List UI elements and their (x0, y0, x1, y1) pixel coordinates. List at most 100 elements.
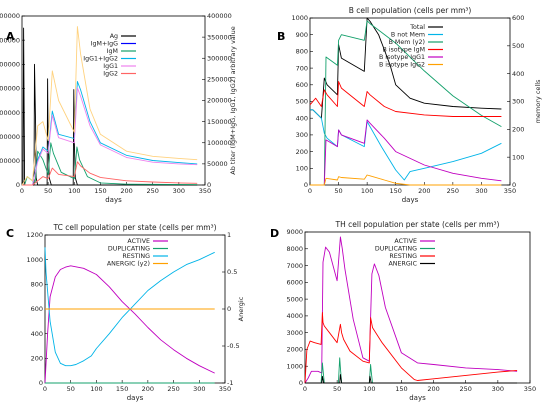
y2-tick-label: 300000 (207, 54, 232, 62)
y-tick-label: 600 (31, 305, 43, 313)
x-tick-label: 50 (333, 385, 341, 393)
panel-a: A050100150200250300350010000020000030000… (0, 12, 237, 204)
legend-label: ANERGIC (388, 261, 417, 268)
legend-label: ACTIVE (127, 238, 150, 245)
y-tick-label: 600000 (0, 36, 20, 44)
y-tick-label: 9000 (286, 228, 303, 236)
panel-letter: B (277, 30, 285, 43)
y-tick-label: 5000 (286, 295, 303, 303)
series-line-b-isotype-igg1 (310, 119, 502, 186)
series-line-b-mem-y2 (310, 20, 502, 186)
x-tick-label: 100 (363, 385, 375, 393)
chart-title: TH cell population per state (cells per … (335, 220, 500, 229)
x-tick-label: 0 (303, 385, 307, 393)
y2-axis-label: memory cells (534, 79, 542, 123)
x-tick-label: 250 (447, 187, 459, 195)
series-line-igg2 (22, 161, 198, 186)
panel-b: B0 50 100 150 200 250 300 350010020030040050060… (277, 6, 542, 204)
y2-axis-label: Ab titer (IgM+IgG, IgG1, IgG2) arbitrary… (229, 26, 237, 174)
legend-label: ACTIVE (394, 238, 417, 245)
legend-label: Total (409, 24, 425, 31)
y-tick-label: 4000 (286, 312, 303, 320)
panel-letter: A (6, 30, 15, 43)
legend-label: IgG2 (103, 71, 118, 78)
x-tick-label: 200 (120, 187, 132, 195)
y2-tick-label: 100 (512, 153, 524, 161)
y2-tick-label: 1 (227, 231, 231, 239)
x-tick-label: 150 (395, 385, 407, 393)
y2-tick-label: 50000 (207, 160, 228, 168)
series-line-duplicating (305, 357, 518, 384)
y-tick-label: 2000 (286, 346, 303, 354)
series-line-total (310, 17, 502, 119)
legend-label: ANERGIC (y2) (107, 261, 150, 268)
x-tick-label: 150 (390, 187, 402, 195)
y2-tick-label: 200 (512, 126, 524, 134)
y-tick-label: 8000 (286, 245, 303, 253)
series-line-b-isotype-igg2 (310, 174, 502, 186)
x-tick-label: 300 (475, 187, 487, 195)
series-line-igg1 (22, 87, 198, 186)
series-line-anergic (305, 374, 518, 384)
legend-label: B isotype IgG1 (379, 54, 425, 61)
y-tick-label: 200 (296, 148, 308, 156)
x-tick-label: 50 (44, 187, 52, 195)
y-tick-label: 500 (296, 98, 308, 106)
y2-tick-label: 400 (512, 70, 524, 78)
x-tick-label: 100 (68, 187, 80, 195)
x-tick-label: 350 (219, 385, 231, 393)
y2-tick-label: 400000 (207, 12, 232, 20)
y-tick-label: 400 (31, 330, 43, 338)
series-line-b-isotype-igm (309, 81, 502, 117)
legend-label: IgG1 (103, 63, 118, 70)
legend-label: IgG1+IgG2 (83, 56, 118, 63)
y-tick-label: 0 (304, 181, 308, 189)
x-tick-label: 150 (94, 187, 106, 195)
legend-label: B Mem (y2) (389, 39, 425, 46)
y2-tick-label: 350000 (207, 33, 232, 41)
y-tick-label: 300000 (0, 109, 20, 117)
series-line-active (44, 265, 215, 384)
y-tick-label: 700000 (0, 12, 20, 20)
x-tick-label: 100 (90, 385, 102, 393)
x-tick-label: 300 (173, 187, 185, 195)
y-tick-label: 700 (296, 64, 308, 72)
y-tick-label: 600 (296, 81, 308, 89)
legend-label: B not Mem (391, 32, 425, 39)
x-tick-label: 250 (147, 187, 159, 195)
series-line-igm-igg-total (21, 26, 198, 186)
y-tick-label: 0 (299, 379, 303, 387)
y2-tick-label: 0.5 (227, 268, 237, 276)
y2-tick-label: 0 (227, 305, 231, 313)
y2-tick-label: 0 (512, 181, 516, 189)
x-tick-label: 250 (167, 385, 179, 393)
y-tick-label: 400 (296, 114, 308, 122)
x-tick-label: 0 (43, 385, 47, 393)
y-tick-label: 400000 (0, 85, 20, 93)
y-tick-label: 100 (296, 165, 308, 173)
legend-label: B isotype IgG2 (379, 62, 425, 69)
legend-label: DUPLICATING (108, 246, 150, 253)
y-tick-label: 7000 (286, 262, 303, 270)
y-tick-label: 800 (296, 48, 308, 56)
x-tick-label: 0 (308, 187, 312, 195)
y-tick-label: 200000 (0, 133, 20, 141)
y2-tick-label: 200000 (207, 97, 232, 105)
y2-axis-label: Anergic (237, 296, 245, 321)
x-tick-label: 300 (492, 385, 504, 393)
y2-tick-label: 250000 (207, 76, 232, 84)
y-tick-label: 1200 (26, 231, 43, 239)
legend-label: RESTING (389, 253, 417, 260)
chart-title: TC cell population per state (cells per … (52, 223, 216, 232)
y-tick-label: 3000 (286, 329, 303, 337)
panel-d: D 0 50 100 150 200 250 300 350 0 1000 2000 3000 4000 5… (270, 220, 536, 402)
x-tick-label: 350 (504, 187, 516, 195)
x-tick-label: 0 (20, 187, 24, 195)
y-tick-label: 1000 (286, 362, 303, 370)
x-tick-label: 50 (67, 385, 75, 393)
y-tick-label: 0 (16, 181, 20, 189)
x-axis-label: days (402, 196, 419, 204)
x-axis-label: days (127, 394, 144, 402)
x-tick-label: 50 (334, 187, 342, 195)
